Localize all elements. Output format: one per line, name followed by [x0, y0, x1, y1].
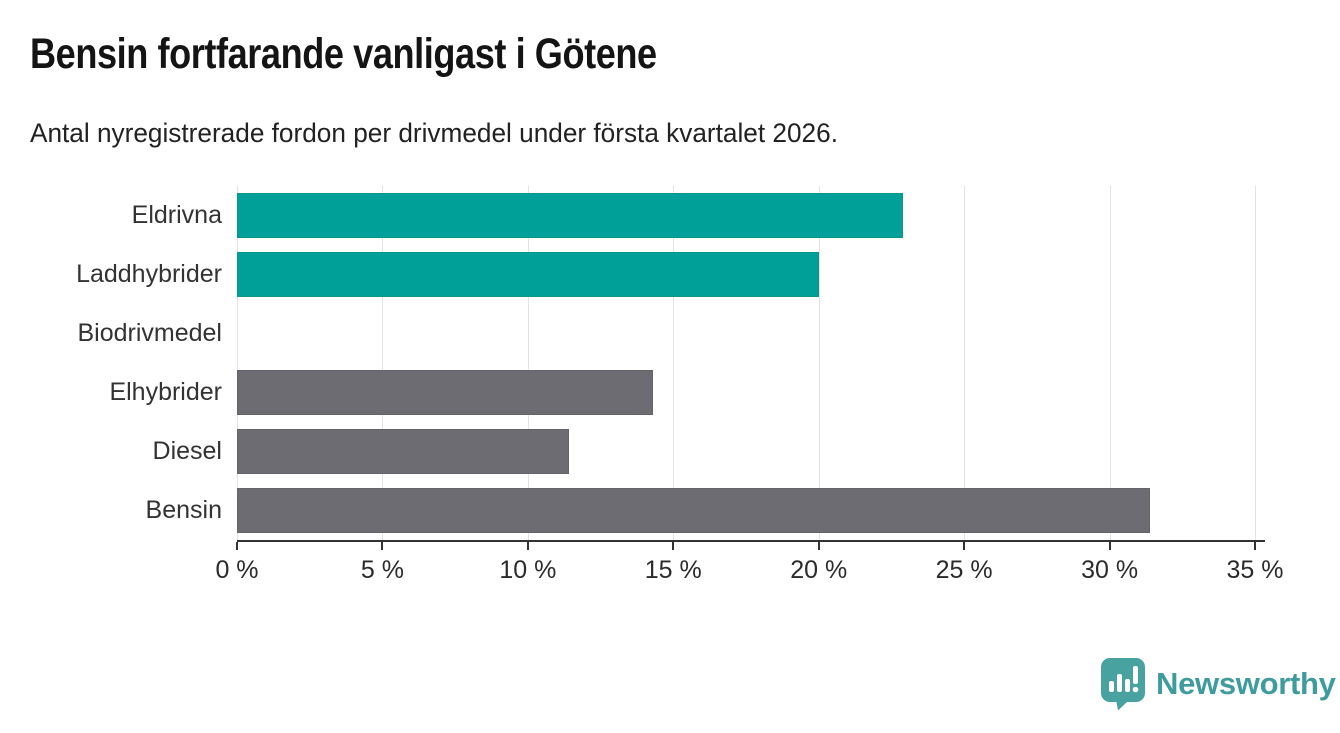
x-axis-tick-5 [381, 542, 384, 550]
x-tick-label-10: 10 % [499, 556, 557, 584]
category-label-eldrivna: Eldrivna [131, 201, 222, 229]
category-label-diesel: Diesel [152, 437, 222, 465]
x-axis-line [237, 540, 1265, 542]
x-axis-tick-0 [236, 542, 238, 550]
category-label-biodrivmedel: Biodrivmedel [77, 319, 222, 347]
newsworthy-pin-barchart-icon [1101, 658, 1145, 711]
x-axis-tick-20 [817, 542, 820, 550]
chart-subtitle: Antal nyregistrerade fordon per drivmede… [30, 118, 838, 148]
newsworthy-wordmark: Newsworthy [1156, 666, 1336, 701]
x-axis-tick-10 [526, 542, 529, 550]
x-tick-label-35: 35 % [1226, 556, 1284, 584]
gridline-15 [673, 186, 675, 540]
gridline-5 [382, 186, 384, 540]
bar-diesel [237, 429, 569, 474]
x-tick-label-20: 20 % [790, 556, 848, 584]
newsworthy-logo: Newsworthy [1100, 657, 1336, 711]
x-axis-tick-15 [672, 542, 675, 550]
bar-laddhybrider [237, 252, 819, 297]
bar-elhybrider [237, 370, 653, 415]
gridline-0 [237, 186, 238, 540]
x-axis-tick-30 [1108, 542, 1111, 550]
category-label-bensin: Bensin [145, 496, 222, 524]
gridline-20 [818, 186, 820, 540]
x-tick-label-15: 15 % [644, 556, 702, 584]
x-tick-label-30: 30 % [1081, 556, 1139, 584]
plot-area [237, 186, 1256, 540]
x-tick-label-25: 25 % [935, 556, 993, 584]
x-axis-tick-35 [1254, 542, 1256, 550]
category-label-laddhybrider: Laddhybrider [76, 260, 222, 288]
x-tick-label-5: 5 % [360, 556, 404, 584]
chart-title: Bensin fortfarande vanligast i Götene [30, 30, 657, 78]
bar-eldrivna [237, 193, 904, 238]
gridline-35 [1255, 186, 1256, 540]
x-tick-label-0: 0 % [215, 556, 259, 584]
category-label-elhybrider: Elhybrider [109, 378, 222, 406]
gridline-25 [964, 186, 966, 540]
gridline-10 [527, 186, 529, 540]
gridline-30 [1109, 186, 1111, 540]
x-axis-tick-25 [963, 542, 966, 550]
bar-bensin [237, 488, 1151, 533]
